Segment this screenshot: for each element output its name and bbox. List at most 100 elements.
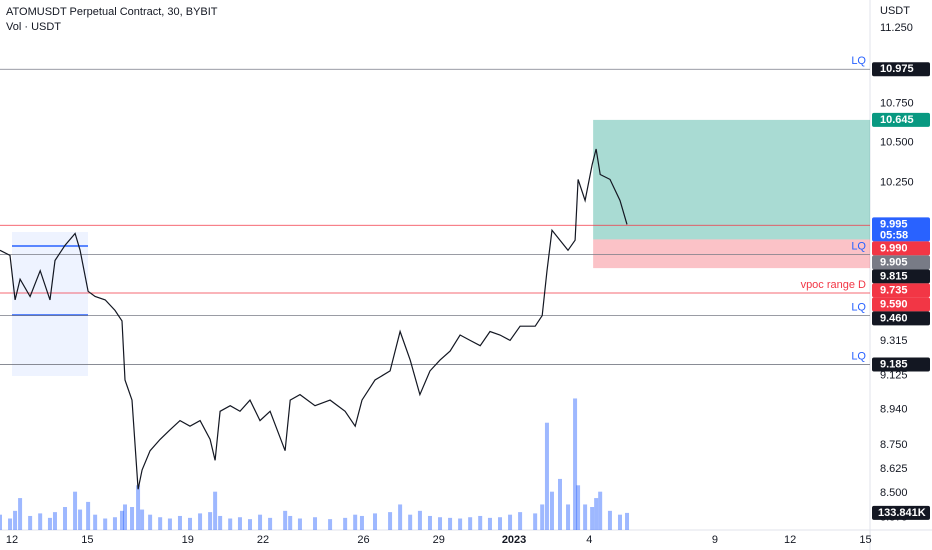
volume-bar <box>343 517 348 530</box>
volume-bar <box>427 515 432 530</box>
level-note: vpoc range D <box>801 279 866 291</box>
volume-bar <box>268 517 273 530</box>
profit-zone <box>593 119 870 240</box>
level-note: LQ <box>851 302 866 314</box>
y-tick-label: 10.750 <box>880 98 914 110</box>
volume-bar <box>63 507 68 530</box>
volume-tag-label: 133.841K <box>878 507 926 519</box>
price-tag <box>872 241 930 256</box>
volume-bar <box>140 509 145 530</box>
volume-bar <box>590 507 595 530</box>
volume-bar <box>297 518 302 530</box>
volume-bar <box>328 519 333 530</box>
volume-bar <box>359 515 364 530</box>
volume-bar <box>283 510 288 530</box>
y-tick-label: 9.315 <box>880 335 908 347</box>
volume-bar <box>313 517 318 530</box>
volume-bar <box>417 510 422 530</box>
volume-bar <box>558 478 563 530</box>
volume-bar <box>237 517 242 530</box>
x-tick-label: 2023 <box>502 534 526 546</box>
level-note: LQ <box>851 240 866 252</box>
volume-bar <box>448 517 453 530</box>
volume-bar <box>93 514 98 530</box>
volume-bar <box>617 514 622 530</box>
price-tag-label: 9.590 <box>880 298 908 310</box>
y-tick-label: 8.500 <box>880 487 908 499</box>
volume-tag <box>872 505 930 520</box>
volume-bar <box>598 491 603 530</box>
price-tag-label: 9.185 <box>880 358 908 370</box>
volume-bar <box>28 515 33 530</box>
volume-bar <box>353 514 358 530</box>
volume-bar <box>388 512 393 530</box>
price-tag <box>872 62 930 77</box>
volume-title: Vol · USDT <box>6 21 61 33</box>
x-tick-label: 19 <box>182 534 194 546</box>
volume-bar <box>73 491 78 530</box>
volume-bar <box>78 509 83 530</box>
volume-bar <box>508 514 513 530</box>
price-tag-label: 10.975 <box>880 63 914 75</box>
y-tick-label: 8.625 <box>880 463 908 475</box>
volume-bar <box>86 501 91 530</box>
price-tag <box>872 357 930 372</box>
x-tick-label: 12 <box>784 534 796 546</box>
volume-bar <box>594 498 599 530</box>
volume-bar <box>487 517 492 530</box>
x-tick-label: 29 <box>433 534 445 546</box>
volume-bar <box>398 504 403 530</box>
x-tick-label: 9 <box>712 534 718 546</box>
volume-bar <box>8 518 13 530</box>
price-tag <box>872 311 930 326</box>
volume-bar <box>112 517 117 530</box>
volume-bar <box>208 512 213 530</box>
volume-bar <box>136 485 141 530</box>
volume-bar <box>38 513 43 530</box>
y-tick-label: 8.940 <box>880 403 908 415</box>
volume-bar <box>498 517 503 530</box>
x-tick-label: 15 <box>81 534 93 546</box>
volume-bar <box>573 398 578 530</box>
level-note: LQ <box>851 55 866 67</box>
price-tag <box>872 217 930 242</box>
price-tag-label: 9.990 <box>880 242 908 254</box>
volume-bar <box>544 422 549 530</box>
volume-bar <box>158 517 163 530</box>
volume-bar <box>583 504 588 530</box>
volume-bar <box>248 519 253 530</box>
volume-bar <box>52 512 57 530</box>
volume-bar <box>408 514 413 530</box>
volume-bar <box>228 518 233 530</box>
y-tick-label: 9.125 <box>880 369 908 381</box>
volume-bar <box>625 512 630 530</box>
volume-bar <box>198 513 203 530</box>
chart-title: ATOMUSDT Perpetual Contract, 30, BYBIT <box>6 6 218 18</box>
volume-bar <box>533 513 538 530</box>
x-tick-label: 15 <box>859 534 871 546</box>
y-tick-label: 10.250 <box>880 177 914 189</box>
volume-bar <box>478 515 483 530</box>
volume-bar <box>177 515 182 530</box>
volume-bar <box>0 514 2 530</box>
price-tag-label: 9.735 <box>880 284 908 296</box>
volume-bar <box>213 491 218 530</box>
level-note: LQ <box>851 350 866 362</box>
volume-bar <box>258 514 263 530</box>
price-tag-label: 9.460 <box>880 312 908 324</box>
volume-bar <box>18 498 23 530</box>
volume-bar <box>576 485 581 530</box>
volume-bar <box>288 515 293 530</box>
volume-bar <box>468 517 473 530</box>
volume-bar <box>458 518 463 530</box>
volume-bar <box>123 504 128 530</box>
volume-bar <box>540 504 545 530</box>
volume-bar <box>518 512 523 530</box>
y-tick-label: 11.250 <box>880 22 913 34</box>
volume-bar <box>566 504 571 530</box>
price-tag <box>872 297 930 312</box>
x-tick-label: 22 <box>257 534 269 546</box>
volume-bar <box>13 510 18 530</box>
